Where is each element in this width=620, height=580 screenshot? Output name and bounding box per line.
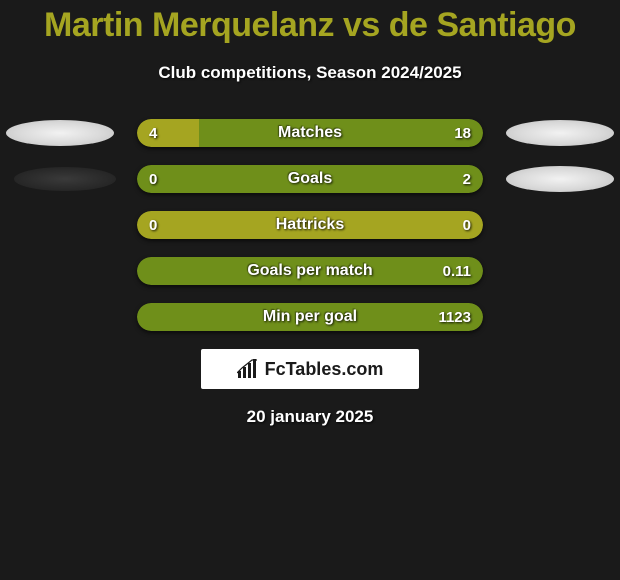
bar-segment-full [137,211,483,239]
player-disc-right [506,166,614,192]
stat-row: 00Hattricks [0,211,620,239]
player-disc-left [6,120,114,146]
player-disc-right [506,120,614,146]
subtitle: Club competitions, Season 2024/2025 [0,63,620,83]
bar-segment-right [199,119,483,147]
stat-row: 1123Min per goal [0,303,620,331]
stat-bar: 02Goals [137,165,483,193]
watermark: FcTables.com [201,349,419,389]
bar-segment-right [137,165,483,193]
player-disc-left [14,167,116,191]
stat-row: 418Matches [0,119,620,147]
stat-bar: 0.11Goals per match [137,257,483,285]
watermark-text: FcTables.com [265,359,384,380]
stat-bar: 00Hattricks [137,211,483,239]
page-title: Martin Merquelanz vs de Santiago [0,0,620,45]
stat-bar: 418Matches [137,119,483,147]
bar-segment-left [137,119,199,147]
stat-bar: 1123Min per goal [137,303,483,331]
date: 20 january 2025 [0,407,620,427]
stat-row: 02Goals [0,165,620,193]
stat-row: 0.11Goals per match [0,257,620,285]
chart-icon [237,359,259,379]
stats-container: 418Matches 02Goals 00Hattricks 0.11Goals pe… [0,119,620,331]
bar-segment-right [137,303,483,331]
bar-segment-right [137,257,483,285]
